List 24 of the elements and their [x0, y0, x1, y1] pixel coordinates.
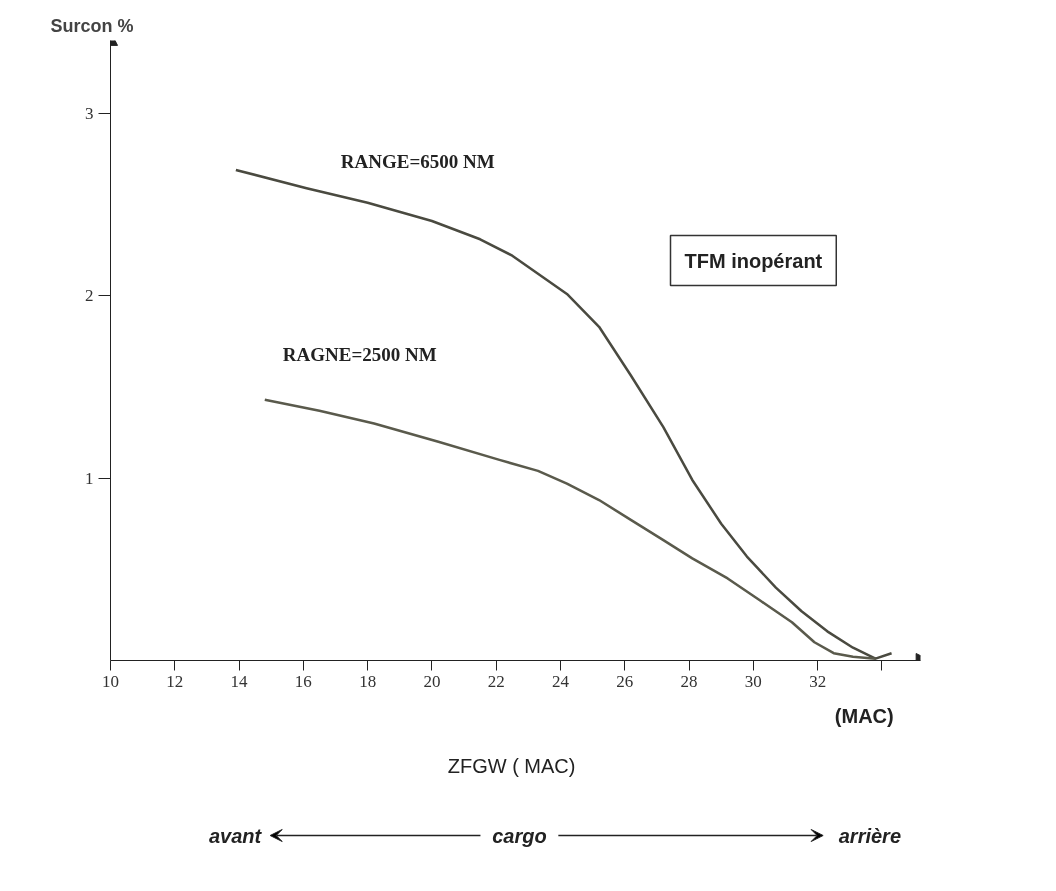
y-tick-label: 3 — [85, 103, 94, 123]
x-tick-label: 26 — [616, 671, 634, 691]
x-tick-label: 28 — [680, 671, 698, 691]
x-tick-label: 24 — [552, 671, 570, 691]
x-tick-label: 10 — [102, 671, 119, 691]
x-axis-title: ZFGW ( MAC) — [447, 754, 576, 777]
text: arrière — [838, 824, 902, 847]
x-tick-label: 12 — [166, 671, 184, 691]
x-tick-label: 30 — [744, 671, 762, 691]
series-label: RANGE=6500 NM — [340, 151, 495, 173]
text: avant — [208, 824, 263, 847]
series-label: RAGNE=2500 NM — [282, 344, 437, 366]
x-tick-label: 16 — [294, 671, 312, 691]
x-tick-label: 20 — [423, 671, 441, 691]
x-tick-label: 32 — [809, 671, 827, 691]
text: cargo — [492, 824, 547, 847]
y-tick-label: 1 — [85, 468, 94, 488]
x-tick-label: 22 — [487, 671, 505, 691]
annotation: TFM inopérant — [684, 249, 823, 272]
y-tick-label: 2 — [85, 286, 94, 306]
y-axis-title: Surcon % — [50, 15, 134, 36]
text: (MAC) — [834, 704, 894, 727]
x-tick-label: 14 — [230, 671, 249, 691]
x-tick-label: 18 — [359, 671, 377, 691]
